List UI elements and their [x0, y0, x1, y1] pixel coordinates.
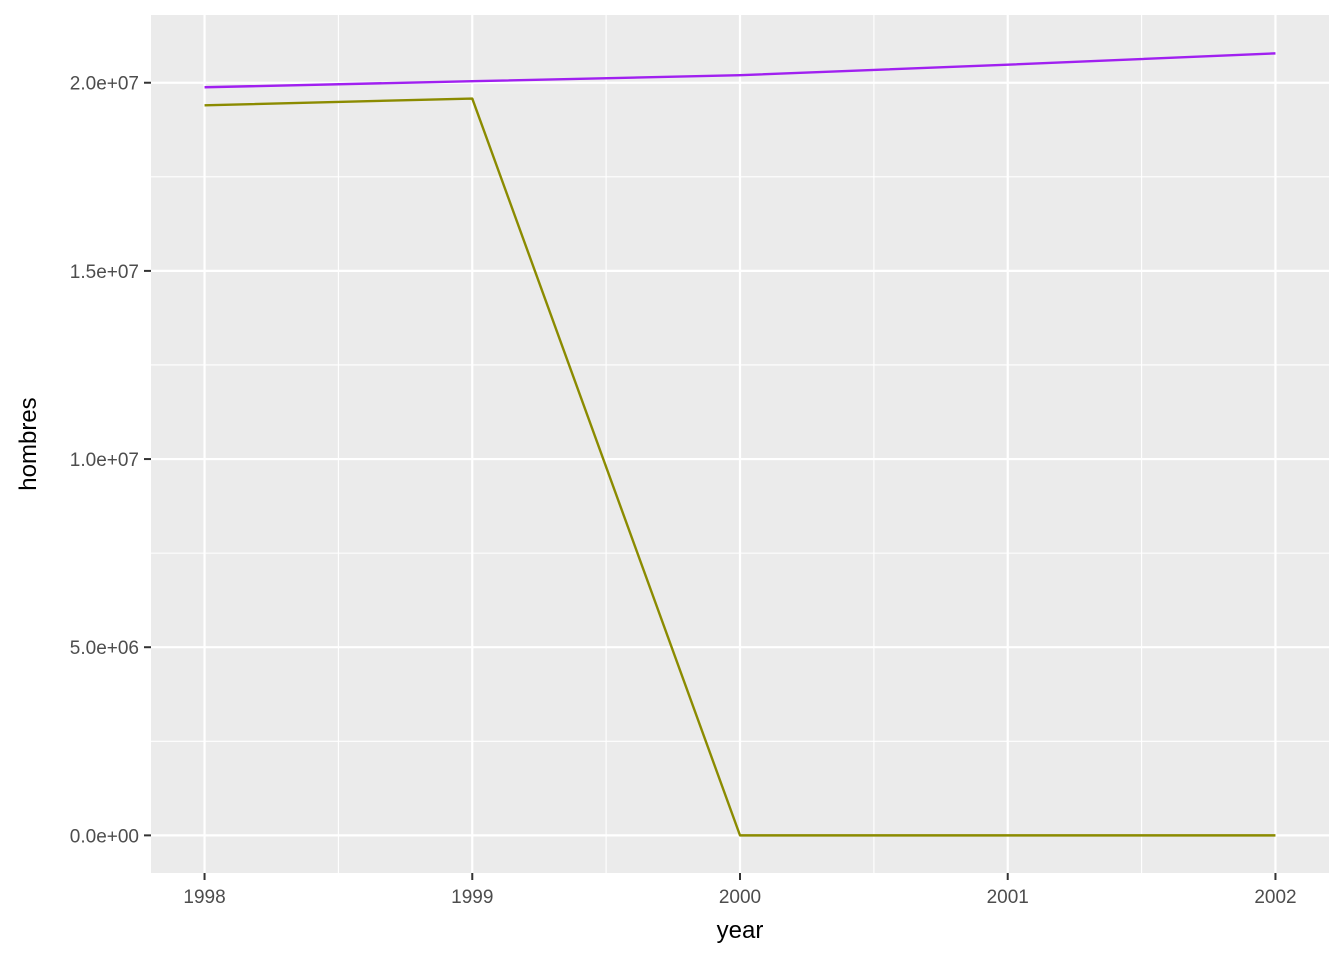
x-tick-label: 2001	[987, 887, 1029, 908]
series-line-2	[204, 97, 1276, 837]
series-line-1	[204, 52, 1276, 89]
x-tick-label: 2002	[1254, 887, 1296, 908]
y-axis-title: hombres	[15, 397, 42, 490]
y-tick-label: 1.5e+07	[70, 262, 139, 283]
x-tick-label: 1998	[183, 887, 225, 908]
y-tick-label: 5.0e+06	[70, 638, 139, 659]
x-tick-label: 2000	[719, 887, 761, 908]
series-lines	[204, 52, 1276, 837]
x-tick-label: 1999	[451, 887, 493, 908]
y-axis: 0.0e+00 5.0e+06 1.0e+07 1.5e+07 2.0e+07	[70, 74, 151, 847]
y-tick-label: 1.0e+07	[70, 450, 139, 471]
y-tick-label: 0.0e+00	[70, 826, 139, 847]
y-tick-label: 2.0e+07	[70, 74, 139, 95]
x-axis: 1998 1999 2000 2001 2002	[183, 873, 1297, 908]
x-axis-title: year	[717, 917, 764, 944]
